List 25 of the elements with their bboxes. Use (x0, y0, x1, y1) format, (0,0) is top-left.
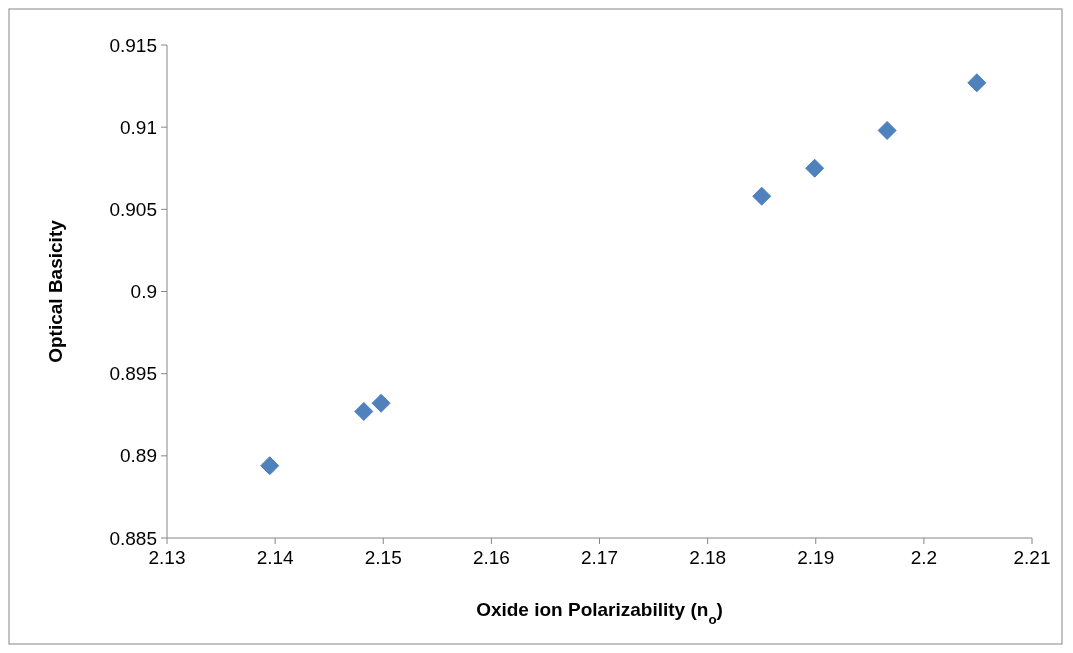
x-tick-label: 2.13 (148, 547, 186, 568)
y-tick-label: 0.895 (109, 363, 157, 385)
point (260, 456, 280, 476)
point (371, 393, 391, 413)
y-tick-label: 0.885 (109, 527, 157, 549)
x-tick-label: 2.19 (797, 547, 835, 568)
x-tick-label: 2.21 (1013, 547, 1051, 568)
y-axis-title: Optical Basicity (45, 219, 66, 363)
point (354, 401, 374, 421)
y-tick-label: 0.915 (109, 34, 157, 56)
x-tick-label: 2.17 (581, 547, 618, 568)
x-tick-label: 2.15 (364, 547, 402, 568)
x-tick-label: 2.2 (910, 547, 938, 568)
x-tick-label: 2.18 (689, 547, 727, 568)
y-tick-label: 0.89 (120, 445, 157, 467)
point (877, 120, 897, 140)
y-tick-label: 0.905 (109, 198, 157, 220)
point (967, 73, 987, 93)
x-tick-label: 2.14 (256, 547, 295, 568)
x-axis-title: Oxide ion Polarizability (n$_{o}$) (476, 599, 723, 627)
x-tick-label: 2.16 (472, 547, 510, 568)
point (805, 158, 825, 178)
point (752, 186, 772, 206)
y-tick-label: 0.91 (120, 116, 157, 138)
y-tick-label: 0.9 (130, 281, 157, 303)
